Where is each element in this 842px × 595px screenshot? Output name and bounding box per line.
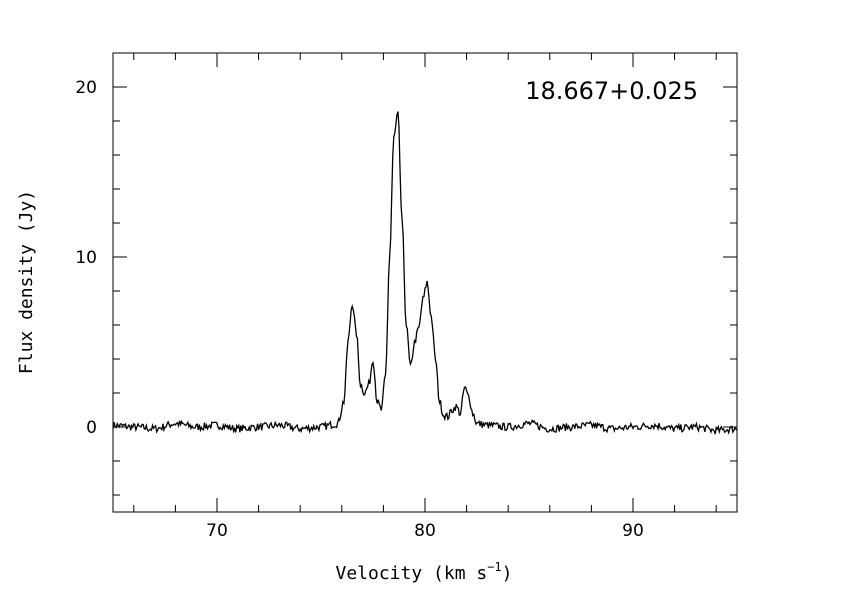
x-tick-label: 80: [414, 521, 436, 541]
x-axis-title: Velocity (km s−1): [335, 560, 512, 584]
spectrum-line: [112, 111, 738, 435]
y-axis-title: Flux density (Jy): [16, 190, 37, 374]
y-tick-label: 10: [75, 248, 97, 268]
x-tick-label: 70: [206, 521, 228, 541]
y-tick-label: 20: [75, 78, 97, 98]
source-annotation: 18.667+0.025: [525, 77, 698, 105]
tick-marks: [113, 52, 737, 512]
y-tick-label: 0: [86, 418, 97, 438]
tick-labels: 70 80 90 0 10 20: [75, 78, 643, 541]
x-tick-label: 90: [622, 521, 644, 541]
plot-frame: [112, 52, 738, 513]
